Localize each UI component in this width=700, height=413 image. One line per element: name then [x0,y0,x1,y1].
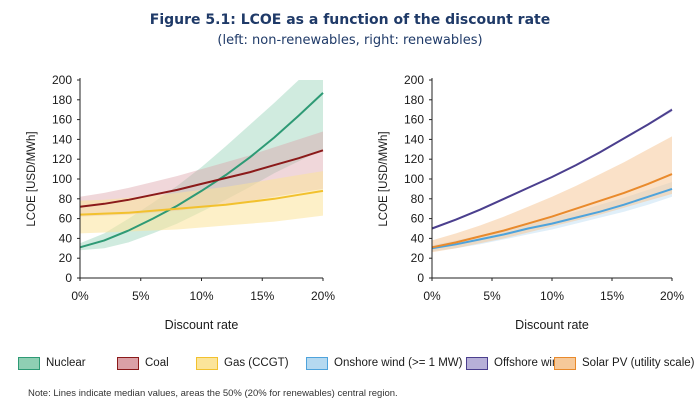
y-tick-label: 20 [411,251,425,265]
legend-swatch [466,356,488,370]
legend-label: Gas (CCGT) [224,357,289,369]
x-axis-label: Discount rate [515,318,589,332]
y-tick-label: 160 [52,113,72,127]
y-tick-label: 160 [404,113,424,127]
chart-legend: Nuclear Coal Gas (CCGT) Onshore wind (>= 1 … [18,354,698,372]
legend-swatch [554,356,576,370]
legend-label: Coal [145,357,169,369]
x-tick-label: 10% [189,289,213,303]
y-tick-label: 40 [59,231,73,245]
y-tick-label: 0 [65,271,72,285]
y-tick-label: 60 [59,212,73,226]
y-tick-label: 180 [52,93,72,107]
y-tick-label: 40 [411,231,425,245]
legend-swatch [18,356,40,370]
y-tick-label: 80 [411,192,425,206]
legend-item-offshore-wind: Offshore wind [466,354,565,372]
median-onshore-wind-1-mw- [431,187,673,250]
legend-swatch [306,356,328,370]
legend-item-solar-pv-utility-scale: Solar PV (utility scale) [554,354,694,372]
x-tick-label: 5% [132,289,150,303]
x-tick-label: 10% [540,289,564,303]
legend-label: Solar PV (utility scale) [582,357,695,369]
legend-swatch [117,356,139,370]
figure-subtitle: (left: non-renewables, right: renewables… [217,33,483,48]
median-gas-ccgt- [79,189,324,216]
legend-item-coal: Coal [117,354,169,372]
y-tick-label: 100 [404,172,424,186]
band-nuclear [80,80,323,251]
y-axis-label: LCOE [USD/MWh] [378,131,390,226]
x-tick-label: 0% [423,289,441,303]
x-tick-label: 20% [311,289,335,303]
band-solar-pv-utility-scale- [432,136,672,253]
y-tick-label: 80 [59,192,73,206]
y-tick-label: 20 [59,251,73,265]
y-tick-label: 200 [52,73,72,87]
y-tick-label: 120 [404,152,424,166]
x-axis-label: Discount rate [165,318,239,332]
figure-title: Figure 5.1: LCOE as a function of the di… [149,12,551,28]
chart-panel-2: 0 20 40 60 80 100 120 140 160 180 200 0% 5% 10% 15% 20%… [378,73,684,332]
legend-item-onshore-wind-1-mw: Onshore wind (>= 1 MW) [306,354,462,372]
y-axis-label: LCOE [USD/MWh] [26,131,38,226]
legend-swatch [196,356,218,370]
median-offshore-wind [431,108,673,230]
x-tick-label: 15% [250,289,274,303]
y-tick-label: 200 [404,73,424,87]
x-tick-label: 15% [600,289,624,303]
median-solar-pv-utility-scale- [431,173,673,249]
legend-item-gas-ccgt: Gas (CCGT) [196,354,289,372]
median-nuclear [79,92,324,249]
y-tick-label: 140 [404,132,424,146]
legend-label: Onshore wind (>= 1 MW) [334,357,463,369]
y-tick-label: 0 [417,271,424,285]
chart-panel-1: 0 20 40 60 80 100 120 140 160 180 200 0% 5% 10% 15% 20%… [26,73,335,332]
legend-item-nuclear: Nuclear [18,354,86,372]
y-tick-label: 180 [404,93,424,107]
band-gas-ccgt- [80,171,323,234]
y-tick-label: 140 [52,132,72,146]
legend-label: Nuclear [46,357,86,369]
x-tick-label: 5% [483,289,501,303]
y-tick-label: 100 [52,172,72,186]
x-tick-label: 0% [71,289,89,303]
x-tick-label: 20% [660,289,684,303]
legend-label: Offshore wind [494,357,565,369]
y-tick-label: 120 [52,152,72,166]
median-coal [79,149,324,208]
y-tick-label: 60 [411,212,425,226]
figure-note: Note: Lines indicate median values, area… [28,388,398,399]
